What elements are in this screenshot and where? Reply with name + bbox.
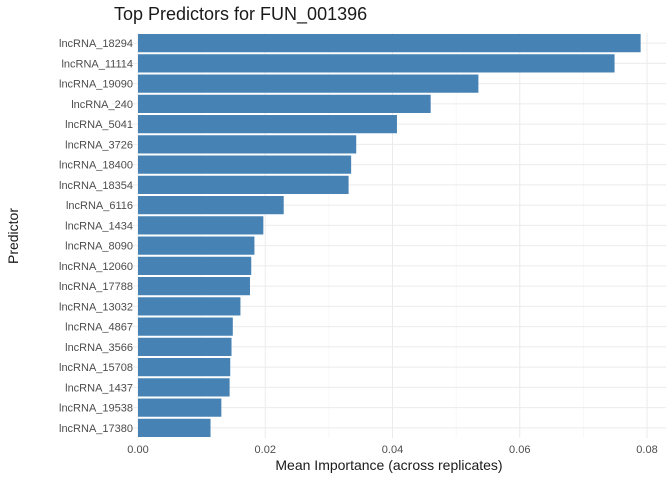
y-tick-label: lncRNA_3566 bbox=[65, 342, 133, 354]
y-axis-title: Predictor bbox=[5, 208, 21, 264]
bar bbox=[138, 398, 222, 417]
y-tick-label: lncRNA_6116 bbox=[66, 200, 133, 212]
grid bbox=[112, 33, 666, 438]
y-tick-label: lncRNA_3726 bbox=[65, 139, 133, 151]
y-tick-label: lncRNA_240 bbox=[71, 99, 133, 111]
x-tick-label: 0.06 bbox=[509, 444, 530, 456]
x-tick-labels: 0.00 0.02 0.04 0.06 0.08 bbox=[127, 444, 657, 456]
y-tick-label: lncRNA_1434 bbox=[65, 220, 133, 232]
y-tick-label: lncRNA_19090 bbox=[59, 79, 133, 91]
bar bbox=[138, 256, 252, 275]
bar bbox=[138, 135, 357, 154]
bars bbox=[138, 34, 641, 437]
x-tick-label: 0.02 bbox=[255, 444, 276, 456]
y-tick-label: lncRNA_17380 bbox=[59, 423, 133, 435]
y-tick-label: lncRNA_18294 bbox=[59, 38, 133, 50]
y-tick-label: lncRNA_4867 bbox=[65, 322, 133, 334]
bar bbox=[138, 277, 250, 296]
bar bbox=[138, 115, 397, 134]
bar bbox=[138, 74, 479, 93]
x-tick-label: 0.04 bbox=[382, 444, 403, 456]
y-tick-label: lncRNA_17788 bbox=[59, 281, 133, 293]
y-tick-label: lncRNA_11114 bbox=[61, 58, 133, 70]
bar bbox=[138, 297, 241, 316]
bar bbox=[138, 155, 352, 174]
x-axis-title: Mean Importance (across replicates) bbox=[275, 457, 502, 473]
bar bbox=[138, 34, 641, 53]
x-tick-label: 0.00 bbox=[127, 444, 148, 456]
y-tick-label: lncRNA_18354 bbox=[59, 180, 133, 192]
bar bbox=[138, 94, 431, 113]
bar bbox=[138, 317, 233, 336]
chart-title: Top Predictors for FUN_001396 bbox=[114, 4, 367, 25]
y-tick-labels: lncRNA_18294 lncRNA_11114 lncRNA_19090 lncR… bbox=[59, 38, 133, 435]
y-tick-label: lncRNA_15708 bbox=[59, 362, 133, 374]
x-tick-label: 0.08 bbox=[636, 444, 657, 456]
bar bbox=[138, 54, 615, 73]
bar bbox=[138, 418, 211, 437]
bar bbox=[138, 236, 255, 255]
y-tick-label: lncRNA_18400 bbox=[59, 160, 133, 172]
y-tick-label: lncRNA_8090 bbox=[65, 241, 133, 253]
y-tick-label: lncRNA_12060 bbox=[59, 261, 133, 273]
bar bbox=[138, 337, 232, 356]
bar bbox=[138, 175, 349, 194]
y-tick-label: lncRNA_1437 bbox=[65, 382, 133, 394]
y-tick-label: lncRNA_13032 bbox=[59, 301, 133, 313]
bar bbox=[138, 196, 284, 215]
bar bbox=[138, 358, 231, 377]
bar bbox=[138, 378, 230, 397]
bar bbox=[138, 216, 264, 235]
y-tick-label: lncRNA_19538 bbox=[59, 403, 133, 415]
y-tick-label: lncRNA_5041 bbox=[65, 119, 133, 131]
